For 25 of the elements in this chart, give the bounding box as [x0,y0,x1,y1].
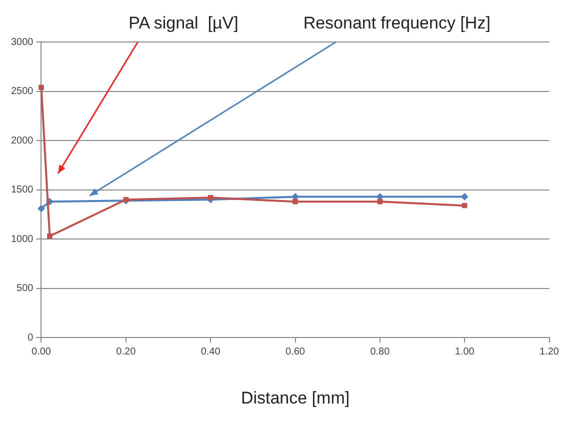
point [47,233,52,239]
x-tick-label: 0.00 [32,346,52,358]
y-tick-label: 3000 [10,36,34,48]
y-tick-label: 0 [28,332,34,344]
point [38,84,44,90]
point [292,199,298,204]
text: PA signal [µV] [128,14,238,33]
x-tick-label: 0.20 [116,346,136,358]
point [377,199,383,204]
text: Resonant frequency [Hz] [303,14,490,33]
point [462,202,468,208]
point [461,193,468,200]
x-tick-label: 0.40 [200,346,221,358]
point [208,195,214,200]
x-tick-label: 1.20 [540,346,560,358]
y-tick-label: 2000 [10,135,34,146]
x-tick-label: 0.80 [370,346,390,358]
x-axis-title: Distance [mm] [240,388,350,408]
x-tick-label: 1.00 [454,346,475,358]
point [38,205,45,212]
y-tick-label: 500 [16,283,34,294]
x-tick-label: 0.60 [286,346,306,358]
y-tick-label: 1000 [10,234,34,245]
y-tick-label: 1500 [10,184,34,196]
y-tick-label: 2500 [10,86,34,98]
